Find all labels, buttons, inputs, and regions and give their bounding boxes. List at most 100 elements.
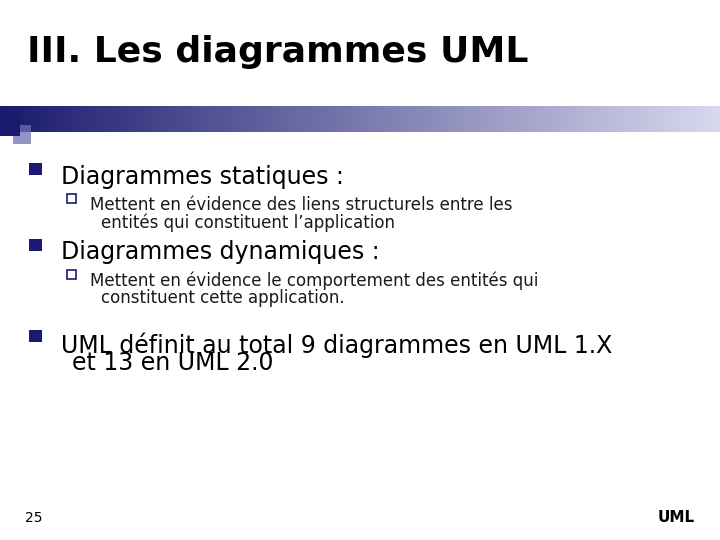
- Bar: [533, 106, 536, 132]
- Bar: [343, 106, 346, 132]
- Bar: [113, 106, 116, 132]
- Bar: [554, 106, 557, 132]
- Text: entités qui constituent l’application: entités qui constituent l’application: [101, 214, 395, 232]
- Bar: [276, 106, 279, 132]
- Bar: [101, 106, 104, 132]
- Bar: [418, 106, 420, 132]
- Bar: [137, 106, 140, 132]
- Bar: [475, 106, 478, 132]
- Bar: [235, 106, 238, 132]
- Bar: [63, 106, 66, 132]
- Bar: [295, 106, 298, 132]
- Bar: [382, 106, 384, 132]
- Bar: [326, 106, 330, 132]
- Bar: [55, 106, 58, 132]
- Bar: [495, 106, 498, 132]
- Bar: [650, 106, 654, 132]
- Bar: [686, 106, 690, 132]
- Bar: [94, 106, 96, 132]
- Bar: [135, 106, 138, 132]
- Bar: [45, 106, 49, 132]
- Bar: [300, 106, 303, 132]
- Bar: [521, 106, 524, 132]
- Bar: [703, 106, 706, 132]
- Bar: [127, 106, 130, 132]
- Bar: [197, 106, 200, 132]
- Text: III. Les diagrammes UML: III. Les diagrammes UML: [27, 35, 528, 69]
- Bar: [221, 106, 224, 132]
- Bar: [679, 106, 683, 132]
- Bar: [516, 106, 519, 132]
- Bar: [70, 106, 73, 132]
- Bar: [207, 106, 210, 132]
- Bar: [497, 106, 500, 132]
- Bar: [84, 106, 87, 132]
- Bar: [192, 106, 195, 132]
- Bar: [377, 106, 380, 132]
- Bar: [477, 106, 481, 132]
- Bar: [13, 125, 31, 144]
- Bar: [158, 106, 161, 132]
- Bar: [362, 106, 366, 132]
- Bar: [22, 106, 24, 132]
- Bar: [434, 106, 438, 132]
- Bar: [691, 106, 694, 132]
- Bar: [245, 106, 248, 132]
- Bar: [67, 106, 71, 132]
- Bar: [567, 106, 570, 132]
- Bar: [547, 106, 550, 132]
- Bar: [50, 106, 53, 132]
- Bar: [626, 106, 629, 132]
- Bar: [58, 106, 60, 132]
- Bar: [408, 106, 411, 132]
- Bar: [29, 330, 42, 342]
- Bar: [389, 106, 392, 132]
- Bar: [351, 106, 354, 132]
- Text: Diagrammes statiques :: Diagrammes statiques :: [61, 165, 344, 188]
- Bar: [72, 106, 75, 132]
- Bar: [243, 106, 246, 132]
- Bar: [614, 106, 618, 132]
- Bar: [144, 106, 147, 132]
- Bar: [34, 106, 37, 132]
- Bar: [643, 106, 647, 132]
- Bar: [91, 106, 94, 132]
- Bar: [463, 106, 467, 132]
- Bar: [14, 106, 17, 132]
- Text: constituent cette application.: constituent cette application.: [101, 289, 344, 307]
- Bar: [346, 106, 348, 132]
- Bar: [67, 270, 76, 279]
- Bar: [161, 106, 164, 132]
- Bar: [29, 163, 42, 175]
- Bar: [542, 106, 546, 132]
- Bar: [214, 106, 217, 132]
- Bar: [509, 106, 512, 132]
- Bar: [338, 106, 341, 132]
- Bar: [293, 106, 296, 132]
- Bar: [264, 106, 267, 132]
- Bar: [531, 106, 534, 132]
- Bar: [657, 106, 661, 132]
- Bar: [202, 106, 204, 132]
- Bar: [439, 106, 442, 132]
- Bar: [646, 106, 649, 132]
- Bar: [168, 106, 171, 132]
- Bar: [456, 106, 459, 132]
- Bar: [218, 106, 222, 132]
- Bar: [261, 106, 265, 132]
- Bar: [675, 106, 678, 132]
- Bar: [470, 106, 474, 132]
- Bar: [598, 106, 600, 132]
- Bar: [19, 106, 22, 132]
- Bar: [578, 106, 582, 132]
- Bar: [117, 106, 121, 132]
- Bar: [607, 106, 611, 132]
- Bar: [281, 106, 284, 132]
- Bar: [149, 106, 152, 132]
- Bar: [398, 106, 402, 132]
- Bar: [574, 106, 577, 132]
- Bar: [286, 106, 289, 132]
- Bar: [185, 106, 188, 132]
- Bar: [175, 106, 179, 132]
- Bar: [108, 106, 111, 132]
